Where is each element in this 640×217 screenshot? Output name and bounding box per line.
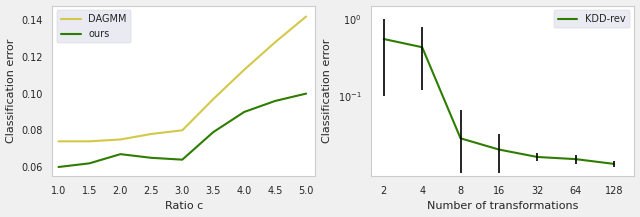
DAGMM [179, 129, 186, 132]
DAGMM [241, 68, 248, 71]
ours [116, 153, 124, 155]
DAGMM [271, 41, 279, 44]
KDD-rev [534, 156, 541, 158]
ours [271, 100, 279, 102]
Legend: KDD-rev: KDD-rev [554, 10, 630, 28]
DAGMM [209, 98, 217, 100]
Legend: DAGMM, ours: DAGMM, ours [57, 10, 131, 43]
Line: ours: ours [58, 94, 306, 167]
DAGMM [86, 140, 93, 143]
DAGMM [147, 133, 155, 135]
KDD-rev [572, 158, 579, 160]
ours [241, 111, 248, 113]
Line: KDD-rev: KDD-rev [384, 39, 614, 164]
ours [54, 166, 62, 168]
ours [147, 156, 155, 159]
ours [86, 162, 93, 165]
KDD-rev [419, 46, 426, 49]
KDD-rev [457, 137, 465, 140]
ours [302, 92, 310, 95]
DAGMM [54, 140, 62, 143]
X-axis label: Ratio c: Ratio c [164, 201, 203, 211]
ours [209, 131, 217, 133]
DAGMM [302, 15, 310, 18]
KDD-rev [610, 163, 618, 165]
X-axis label: Number of transformations: Number of transformations [428, 201, 579, 211]
KDD-rev [495, 148, 503, 151]
Y-axis label: Classification error: Classification error [323, 39, 332, 143]
Line: DAGMM: DAGMM [58, 16, 306, 141]
KDD-rev [380, 38, 388, 40]
Y-axis label: Classification error: Classification error [6, 39, 15, 143]
DAGMM [116, 138, 124, 141]
ours [179, 158, 186, 161]
